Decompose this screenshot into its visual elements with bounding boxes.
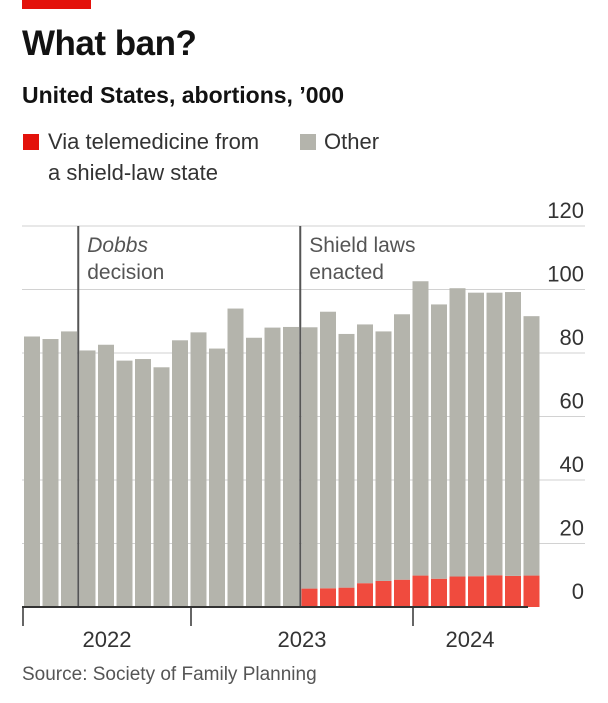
bar-telemedicine xyxy=(468,576,484,607)
bar-other xyxy=(449,288,466,577)
bar-other xyxy=(505,292,521,576)
bar-telemedicine xyxy=(301,588,318,607)
bar-other xyxy=(153,367,170,607)
bar-other xyxy=(320,311,336,589)
annotation-line2: enacted xyxy=(309,261,384,284)
bar-other xyxy=(412,281,429,576)
bar-telemedicine xyxy=(357,583,373,607)
annotation-line2: decision xyxy=(87,261,164,284)
bars xyxy=(24,281,540,607)
bar-telemedicine xyxy=(394,579,410,607)
accent-bar xyxy=(22,0,91,9)
bar-other xyxy=(209,348,225,607)
chart-subtitle: United States, abortions, ’000 xyxy=(22,82,345,108)
legend-label-telemedicine-line1: Via telemedicine from xyxy=(48,129,260,154)
bar-other xyxy=(79,350,96,607)
annotation-line1: Shield laws xyxy=(309,234,415,257)
bar-telemedicine xyxy=(486,575,503,607)
bar-other xyxy=(301,327,318,589)
bar-other xyxy=(190,332,207,607)
bar-other xyxy=(61,331,77,607)
y-tick-label: 20 xyxy=(560,516,584,541)
bar-telemedicine xyxy=(320,588,336,607)
bar-other xyxy=(116,360,133,607)
x-axis: 2022 2023 2024 xyxy=(22,606,528,652)
bar-other xyxy=(246,337,262,607)
y-tick-label: 80 xyxy=(560,325,584,350)
x-tick-label: 2022 xyxy=(83,627,132,652)
bar-other xyxy=(486,292,503,576)
x-tick-label: 2023 xyxy=(278,627,327,652)
bar-telemedicine xyxy=(449,576,466,607)
bar-telemedicine xyxy=(375,580,392,607)
y-tick-label: 40 xyxy=(560,452,584,477)
bar-other xyxy=(357,324,373,584)
legend-swatch-other xyxy=(300,134,316,150)
bar-other xyxy=(42,339,59,607)
bar-other xyxy=(431,304,447,579)
bar-other xyxy=(172,340,188,607)
event-lines: Dobbs decision Shield laws enacted xyxy=(77,226,415,607)
annotation-line1: Dobbs xyxy=(87,234,148,257)
x-tick-label: 2024 xyxy=(446,627,495,652)
chart-title: What ban? xyxy=(22,24,197,63)
bar-other xyxy=(135,359,151,607)
bar-other xyxy=(338,333,355,588)
bar-telemedicine xyxy=(523,575,540,607)
y-tick-labels: 0 20 40 60 80 100 120 xyxy=(547,198,584,604)
bar-other xyxy=(375,331,392,581)
legend-label-telemedicine: Via telemedicine from a shield-law state xyxy=(48,126,259,188)
bar-other xyxy=(523,316,540,576)
bar-telemedicine xyxy=(412,575,429,607)
bar-telemedicine xyxy=(505,575,521,607)
bar-other xyxy=(24,336,40,607)
bar-other xyxy=(98,344,114,607)
y-tick-label: 60 xyxy=(560,389,584,414)
legend-label-telemedicine-line2: a shield-law state xyxy=(48,160,218,185)
legend-swatch-telemedicine xyxy=(23,134,39,150)
y-tick-label: 0 xyxy=(572,579,584,604)
bar-other xyxy=(264,327,281,607)
source-note: Source: Society of Family Planning xyxy=(22,664,317,685)
bar-telemedicine xyxy=(431,578,447,607)
y-tick-label: 100 xyxy=(547,262,584,287)
legend-label-other: Other xyxy=(324,129,380,154)
bar-other xyxy=(283,326,299,607)
bar-telemedicine xyxy=(338,587,355,607)
bar-other xyxy=(468,292,484,577)
bar-other xyxy=(394,314,410,580)
y-tick-label: 120 xyxy=(547,198,584,223)
bar-other xyxy=(227,308,244,607)
